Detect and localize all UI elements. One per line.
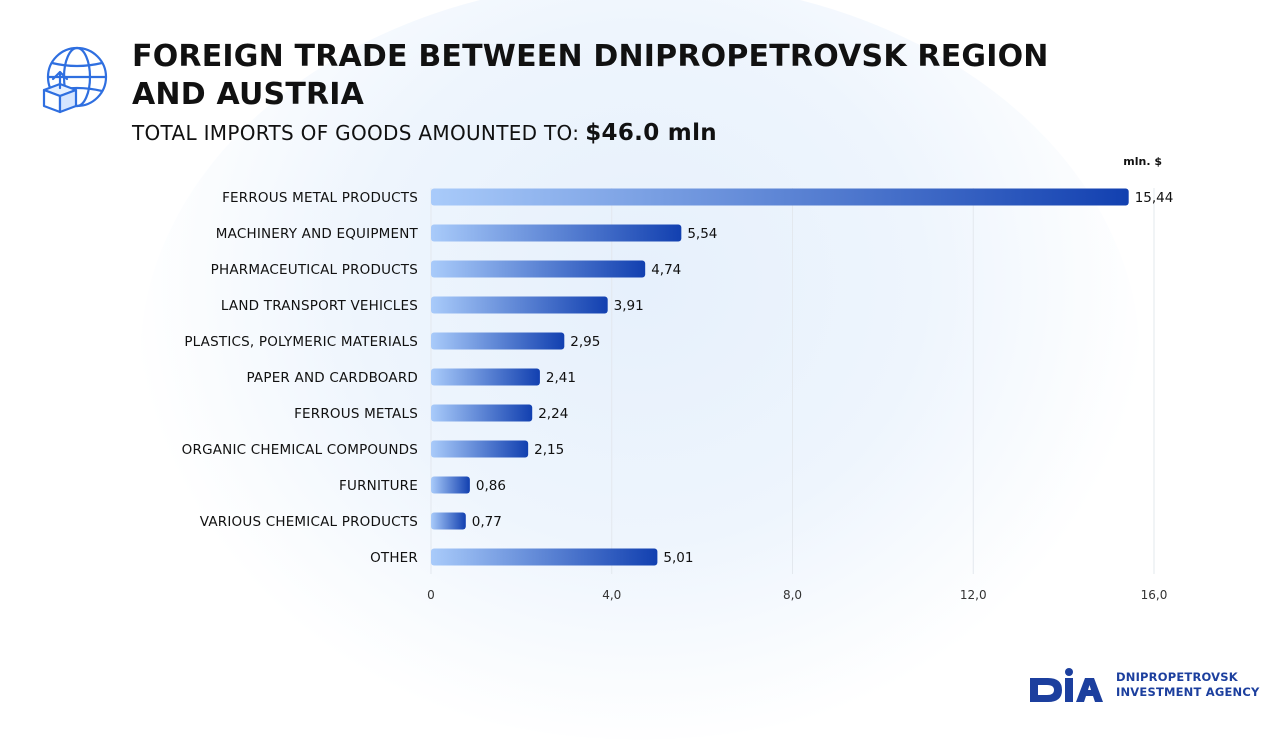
unit-label: mln. $ [1123,155,1162,168]
subtitle: TOTAL IMPORTS OF GOODS AMOUNTED TO: $46.0… [132,120,717,146]
bar [431,260,646,278]
subtitle-label: TOTAL IMPORTS OF GOODS AMOUNTED TO: [132,121,580,145]
value-label: 2,41 [546,370,576,386]
x-tick-label: 12,0 [960,588,987,602]
bar [431,476,470,494]
category-label: LAND TRANSPORT VEHICLES [221,298,418,314]
bar [431,296,608,314]
bar [431,188,1129,206]
category-label: VARIOUS CHEMICAL PRODUCTS [200,514,418,530]
subtitle-amount: $46.0 mln [585,120,717,146]
value-label: 15,44 [1135,190,1174,206]
value-label: 0,77 [472,514,502,530]
bar [431,368,540,386]
category-label: PHARMACEUTICAL PRODUCTS [211,262,418,278]
bar [431,224,682,242]
page-title: FOREIGN TRADE BETWEEN DNIPROPETROVSK REG… [132,39,1049,112]
x-tick-label: 0 [427,588,435,602]
bar [431,404,533,422]
value-label: 0,86 [476,478,506,494]
category-label: ORGANIC CHEMICAL COMPOUNDS [182,442,418,458]
value-label: 4,74 [651,262,681,278]
value-label: 5,01 [663,550,693,566]
x-tick-label: 4,0 [602,588,621,602]
category-label: OTHER [370,550,418,566]
category-label: PAPER AND CARDBOARD [246,370,418,386]
bar [431,440,529,458]
bar [431,548,658,566]
category-label: FURNITURE [339,478,418,494]
bar [431,512,466,530]
logo-line-2: INVESTMENT AGENCY [1116,685,1260,699]
bar [431,332,565,350]
logo-text: DNIPROPETROVSK INVESTMENT AGENCY [1116,670,1260,700]
value-label: 2,15 [534,442,564,458]
dia-logo [1030,668,1103,702]
category-label: FERROUS METALS [294,406,418,422]
bar-chart: 0 4,0 8,0 12,0 16,0 mln. $ FERROUS METAL PRODU… [182,155,1174,602]
value-label: 2,95 [570,334,600,350]
category-label: MACHINERY AND EQUIPMENT [216,226,419,242]
globe-box-upload-icon [42,46,108,114]
x-tick-label: 16,0 [1141,588,1168,602]
logo-line-1: DNIPROPETROVSK [1116,670,1238,684]
value-label: 3,91 [614,298,644,314]
category-label: PLASTICS, POLYMERIC MATERIALS [184,334,418,350]
value-label: 2,24 [538,406,568,422]
x-tick-label: 8,0 [783,588,802,602]
category-label: FERROUS METAL PRODUCTS [222,190,418,206]
value-label: 5,54 [687,226,717,242]
